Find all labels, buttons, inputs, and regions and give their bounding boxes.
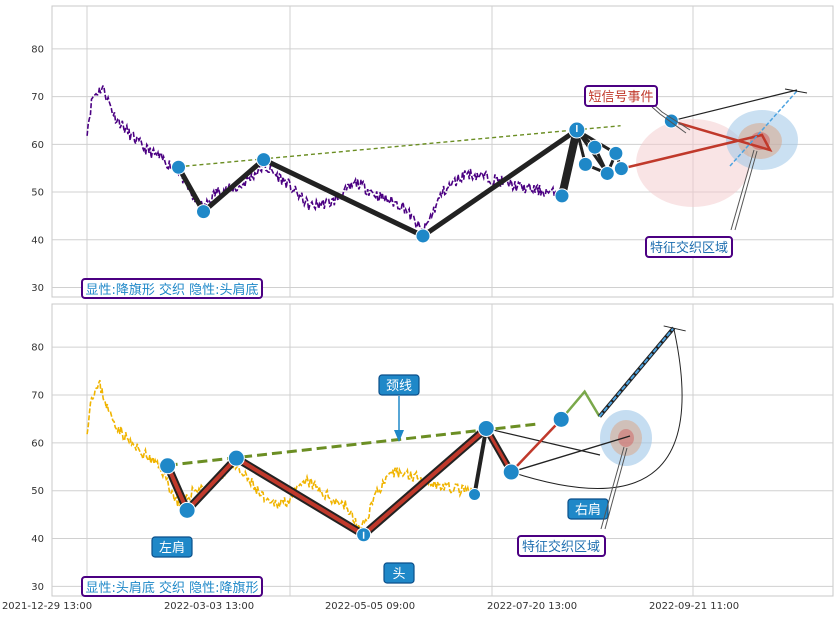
y-tick-label: 60 (31, 140, 44, 151)
head-label-box (383, 562, 415, 584)
annotation-arrow (600, 446, 625, 530)
x-tick-label: 2022-05-05 09:00 (325, 601, 415, 612)
pattern-segment (176, 164, 207, 215)
y-tick-label: 40 (31, 235, 44, 246)
y-tick-label: 50 (31, 486, 44, 497)
neck-label-box (378, 374, 420, 396)
price-line (86, 379, 475, 533)
y-tick-label: 30 (31, 582, 44, 593)
y-tick-label: 80 (31, 44, 44, 55)
pattern-point (256, 152, 272, 168)
y-tick-label: 70 (31, 390, 44, 401)
pattern-segment-red (510, 418, 563, 473)
pattern-point (608, 145, 624, 161)
annotation-arrow (604, 447, 628, 530)
x-tick-label: 2021-12-29 13:00 (2, 601, 92, 612)
zone-box (517, 535, 606, 557)
y-tick-label: 50 (31, 188, 44, 199)
y-tick-label: 70 (31, 92, 44, 103)
pattern-point (415, 228, 431, 244)
short-signal-box (584, 85, 658, 107)
pattern-point (171, 159, 187, 175)
projection-line (598, 327, 675, 418)
pattern-legend-box (81, 278, 263, 299)
short-signal-label: 短信号事件 (588, 90, 653, 105)
pattern-point (159, 457, 177, 475)
projection-line (671, 89, 798, 122)
pattern-point (554, 188, 570, 204)
bottom-panel: 30 40 50 60 70 80 (31, 303, 834, 597)
pattern-segment (420, 127, 580, 239)
target-arc (511, 327, 683, 490)
pattern-segment (486, 427, 601, 456)
annotation-arrow (734, 150, 758, 231)
zone-label: 特征交织区域 (522, 539, 600, 555)
price-line (86, 85, 562, 239)
pattern-point (178, 501, 196, 519)
zone-label: 特征交织区域 (650, 240, 728, 256)
right-shoulder-label-box (567, 498, 609, 520)
head-label: 头 (392, 567, 405, 582)
y-tick-label: 60 (31, 438, 44, 449)
y-tick-label: 80 (31, 343, 44, 354)
pattern-segment (511, 435, 631, 473)
zone-annotation: 特征交织区域 (517, 446, 628, 557)
pattern-point (552, 410, 570, 428)
pattern-point (587, 139, 603, 155)
right-shoulder-label: 右肩 (575, 502, 601, 518)
zone-annotation: 特征交织区域 (645, 149, 758, 258)
x-tick-label: 2022-09-21 11:00 (649, 601, 739, 612)
projection-tick (663, 325, 686, 332)
pattern-legend: 显性:降旗形 交织 隐性:头肩底 (85, 282, 258, 298)
pattern-segment-red (621, 119, 773, 170)
pattern-point (227, 449, 245, 467)
x-tick-label: 2022-03-03 13:00 (164, 601, 254, 612)
pattern-point (613, 161, 629, 177)
zone-box (645, 236, 733, 258)
short-signal-annotation: 短信号事件 (584, 85, 691, 134)
neckline-annotation: 颈线 (378, 374, 420, 442)
trend-line (178, 125, 621, 168)
pattern-segment (472, 428, 489, 495)
pattern-segment (201, 157, 267, 215)
zone-ellipse (618, 429, 634, 447)
x-tick-label: 2022-07-20 13:00 (487, 601, 577, 612)
pattern-legend-box (81, 576, 263, 597)
projection-line (560, 389, 601, 421)
pattern-point (502, 463, 520, 481)
zone-ellipse (636, 119, 750, 207)
projection-line (729, 90, 798, 167)
arrow-head (394, 430, 404, 442)
pattern-point (599, 165, 615, 181)
pattern-point (577, 156, 593, 172)
pattern-legend: 显性:头肩底 交织 隐性:降旗形 (85, 580, 258, 596)
y-tick-label: 30 (31, 283, 44, 294)
y-tick-label: 40 (31, 534, 44, 545)
annotation-arrow (730, 149, 755, 231)
pattern-point (477, 419, 495, 437)
left-shoulder-label: 左肩 (159, 540, 185, 556)
pattern-point (468, 488, 482, 502)
pattern-segment (557, 126, 581, 200)
pattern-segment (261, 157, 426, 239)
annotation-arrow (651, 106, 687, 134)
pattern-point (196, 204, 212, 220)
projection-tick (784, 88, 808, 94)
neck-label: 颈线 (386, 379, 412, 394)
left-shoulder-label-box (151, 536, 193, 558)
